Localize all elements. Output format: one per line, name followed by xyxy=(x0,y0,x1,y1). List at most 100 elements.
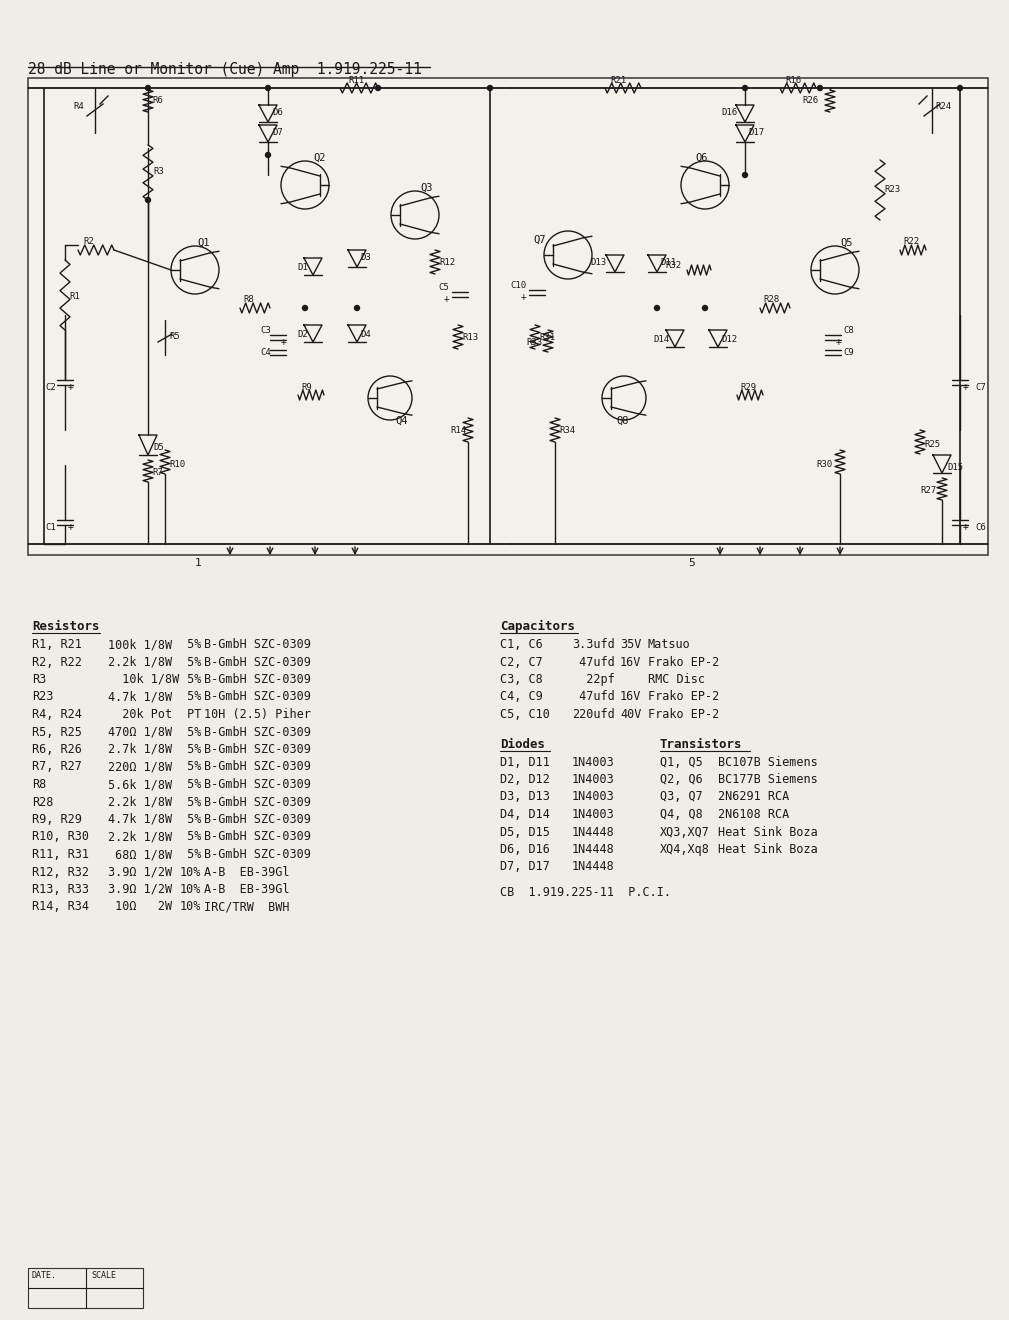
Text: RMC Disc: RMC Disc xyxy=(648,673,705,686)
Text: R33: R33 xyxy=(526,338,542,347)
Text: R14: R14 xyxy=(450,426,466,436)
Text: 5: 5 xyxy=(688,558,695,568)
Text: D12: D12 xyxy=(721,335,738,345)
Text: R8: R8 xyxy=(32,777,46,791)
Circle shape xyxy=(743,173,748,177)
Text: Matsuo: Matsuo xyxy=(648,638,691,651)
Text: R12, R32: R12, R32 xyxy=(32,866,89,879)
Text: B-GmbH SZC-0309: B-GmbH SZC-0309 xyxy=(204,726,311,738)
Text: R7: R7 xyxy=(152,469,162,477)
Text: D5, D15: D5, D15 xyxy=(500,825,550,838)
Text: R8: R8 xyxy=(243,294,253,304)
Text: Q5: Q5 xyxy=(840,238,853,248)
Text: Diodes: Diodes xyxy=(500,738,545,751)
Text: 2N6291 RCA: 2N6291 RCA xyxy=(718,791,789,804)
Text: DATE.: DATE. xyxy=(31,1271,57,1280)
Circle shape xyxy=(958,86,963,91)
Text: +: + xyxy=(963,521,969,532)
Text: R5, R25: R5, R25 xyxy=(32,726,82,738)
Text: 220Ω 1/8W: 220Ω 1/8W xyxy=(108,760,173,774)
Text: R28: R28 xyxy=(763,294,779,304)
Text: D6, D16: D6, D16 xyxy=(500,843,550,855)
Text: D4, D14: D4, D14 xyxy=(500,808,550,821)
Text: C6: C6 xyxy=(975,523,986,532)
Text: 2.7k 1/8W: 2.7k 1/8W xyxy=(108,743,173,756)
Text: 1N4003: 1N4003 xyxy=(572,755,614,768)
Text: +: + xyxy=(836,337,842,347)
Text: Q4, Q8: Q4, Q8 xyxy=(660,808,702,821)
Text: D3: D3 xyxy=(360,253,370,261)
Text: XQ4,Xq8: XQ4,Xq8 xyxy=(660,843,710,855)
Text: R29: R29 xyxy=(740,383,756,392)
Text: R23: R23 xyxy=(884,185,900,194)
Text: R21: R21 xyxy=(610,77,627,84)
Text: 220ufd: 220ufd xyxy=(572,708,614,721)
Text: D15: D15 xyxy=(947,463,964,473)
Text: B-GmbH SZC-0309: B-GmbH SZC-0309 xyxy=(204,813,311,826)
Text: C4, C9: C4, C9 xyxy=(500,690,543,704)
Text: +: + xyxy=(521,292,527,302)
Text: R30: R30 xyxy=(816,459,832,469)
Text: R6: R6 xyxy=(152,96,162,106)
Text: Q7: Q7 xyxy=(533,235,546,246)
Text: R23: R23 xyxy=(32,690,53,704)
Text: 4.7k 1/8W: 4.7k 1/8W xyxy=(108,690,173,704)
Text: 10H (2.5) Piher: 10H (2.5) Piher xyxy=(204,708,311,721)
Text: D2, D12: D2, D12 xyxy=(500,774,550,785)
Text: R32: R32 xyxy=(665,261,681,271)
Text: Capacitors: Capacitors xyxy=(500,620,575,634)
Text: 3.3ufd: 3.3ufd xyxy=(572,638,614,651)
Text: 5%: 5% xyxy=(180,796,202,808)
Text: 28 dB Line or Monitor (Cue) Amp  1.919.225-11: 28 dB Line or Monitor (Cue) Amp 1.919.22… xyxy=(28,62,422,77)
Text: 20k Pot: 20k Pot xyxy=(108,708,173,721)
Text: B-GmbH SZC-0309: B-GmbH SZC-0309 xyxy=(204,847,311,861)
Text: B-GmbH SZC-0309: B-GmbH SZC-0309 xyxy=(204,673,311,686)
Text: 5%: 5% xyxy=(180,830,202,843)
Text: Heat Sink Boza: Heat Sink Boza xyxy=(718,825,817,838)
Text: R3: R3 xyxy=(153,168,163,176)
Text: R11, R31: R11, R31 xyxy=(32,847,89,861)
Circle shape xyxy=(145,198,150,202)
Text: 2N6108 RCA: 2N6108 RCA xyxy=(718,808,789,821)
Text: 5%: 5% xyxy=(180,656,202,668)
Text: B-GmbH SZC-0309: B-GmbH SZC-0309 xyxy=(204,760,311,774)
Circle shape xyxy=(487,86,492,91)
Text: BC177B Siemens: BC177B Siemens xyxy=(718,774,817,785)
Text: 1N4003: 1N4003 xyxy=(572,791,614,804)
Text: 10%: 10% xyxy=(180,900,202,913)
Text: 1: 1 xyxy=(195,558,202,568)
Text: 68Ω 1/8W: 68Ω 1/8W xyxy=(108,847,173,861)
Text: Transistors: Transistors xyxy=(660,738,743,751)
Text: 47ufd: 47ufd xyxy=(572,656,614,668)
Circle shape xyxy=(817,86,822,91)
Text: R4, R24: R4, R24 xyxy=(32,708,82,721)
Text: C9: C9 xyxy=(843,348,854,356)
Text: 2.2k 1/8W: 2.2k 1/8W xyxy=(108,796,173,808)
Text: C4: C4 xyxy=(260,348,270,356)
Circle shape xyxy=(303,305,308,310)
Text: C7: C7 xyxy=(975,383,986,392)
Text: Q3: Q3 xyxy=(420,183,433,193)
Text: R25: R25 xyxy=(924,440,940,449)
Text: SCALE: SCALE xyxy=(91,1271,116,1280)
Text: 35V: 35V xyxy=(620,638,642,651)
Text: Q6: Q6 xyxy=(695,153,707,162)
Text: R1, R21: R1, R21 xyxy=(32,638,82,651)
Text: CB  1.919.225-11  P.C.I.: CB 1.919.225-11 P.C.I. xyxy=(500,886,671,899)
Text: R9, R29: R9, R29 xyxy=(32,813,82,826)
Text: 5%: 5% xyxy=(180,743,202,756)
Text: Q2, Q6: Q2, Q6 xyxy=(660,774,702,785)
Text: D7, D17: D7, D17 xyxy=(500,861,550,874)
Text: R10: R10 xyxy=(169,459,185,469)
Text: BC107B Siemens: BC107B Siemens xyxy=(718,755,817,768)
Text: C5, C10: C5, C10 xyxy=(500,708,550,721)
Text: Frako EP-2: Frako EP-2 xyxy=(648,708,719,721)
Text: Resistors: Resistors xyxy=(32,620,100,634)
Text: R1: R1 xyxy=(69,292,80,301)
Text: R3: R3 xyxy=(32,673,46,686)
Text: Q1: Q1 xyxy=(197,238,210,248)
Text: D5: D5 xyxy=(153,444,163,451)
Text: R27: R27 xyxy=(920,486,936,495)
Text: R2, R22: R2, R22 xyxy=(32,656,82,668)
Text: R12: R12 xyxy=(439,257,455,267)
